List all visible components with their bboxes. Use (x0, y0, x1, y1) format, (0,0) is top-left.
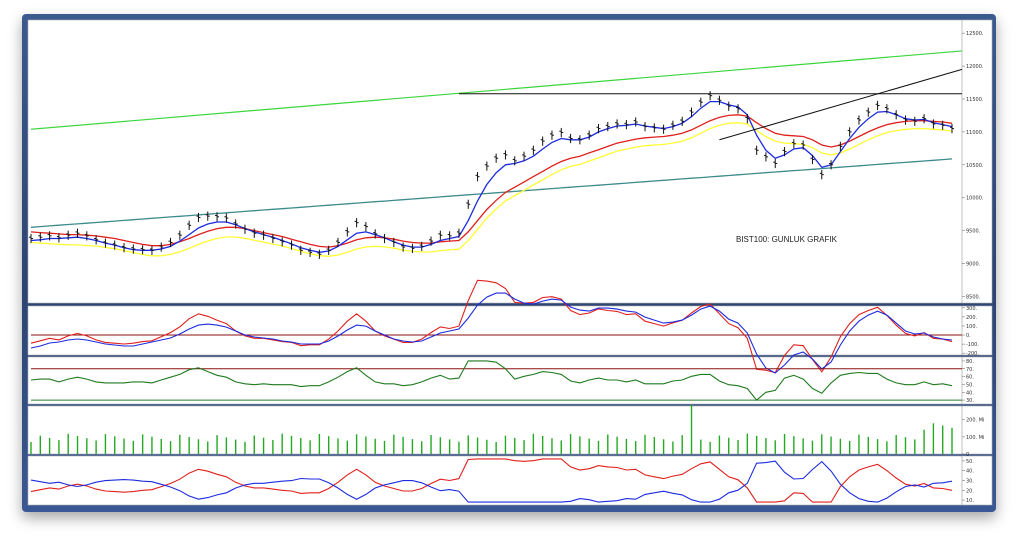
y-tick-label: 8500. (966, 294, 981, 300)
y-tick-label: 20. (966, 488, 974, 494)
y-tick-label: 40. (966, 390, 974, 396)
y-tick-label: 10500. (966, 163, 984, 169)
y-tick-label: 10000. (966, 196, 984, 202)
y-tick-label: 80. (966, 359, 974, 365)
y-tick-label: 0 (966, 452, 969, 458)
y-tick-label: 30. (966, 479, 974, 485)
y-tick-label: 100. (966, 324, 978, 330)
trendline-green (30, 50, 963, 130)
panel-background (27, 356, 993, 405)
ma-slow-line (30, 158, 953, 228)
y-tick-label: 200. Mi (966, 418, 984, 424)
oscillator-1-blue (30, 292, 953, 374)
chart-annotation: BIST100: GUNLUK GRAFIK (736, 235, 838, 244)
panel-background (27, 305, 993, 356)
oscillator-2-line (30, 360, 953, 401)
y-tick-label: 40. (966, 469, 974, 475)
panel-background (27, 19, 993, 304)
y-tick-label: 100. Mi (966, 435, 984, 441)
panel-background (27, 405, 993, 455)
y-tick-label: 200. (966, 315, 978, 321)
y-tick-label: 9000. (966, 262, 981, 268)
ma-red-line (30, 114, 953, 248)
y-tick-label: -200. (966, 351, 979, 357)
dmi-minus-line (30, 460, 953, 503)
y-tick-label: 60. (966, 375, 974, 381)
y-tick-label: 300. (966, 306, 978, 312)
panel-background (27, 455, 993, 506)
y-tick-label: 9500. (966, 229, 981, 235)
y-tick-label: 50. (966, 382, 974, 388)
y-tick-label: 11500. (966, 97, 984, 103)
ma-blue-line (30, 100, 953, 253)
trendline-black (719, 68, 963, 141)
y-tick-label: 30. (966, 398, 974, 404)
y-tick-label: 12000. (966, 64, 984, 70)
y-tick-label: 0. (966, 333, 971, 339)
y-tick-label: -100. (966, 342, 979, 348)
y-tick-label: 12500. (966, 31, 984, 37)
y-tick-label: 50. (966, 459, 974, 465)
y-tick-label: 10. (966, 498, 974, 504)
dmi-plus-line (30, 458, 953, 503)
oscillator-1-red (30, 279, 953, 374)
y-tick-label: 11000. (966, 130, 984, 136)
y-tick-label: 70. (966, 367, 974, 373)
ma-yellow-line (30, 122, 953, 257)
